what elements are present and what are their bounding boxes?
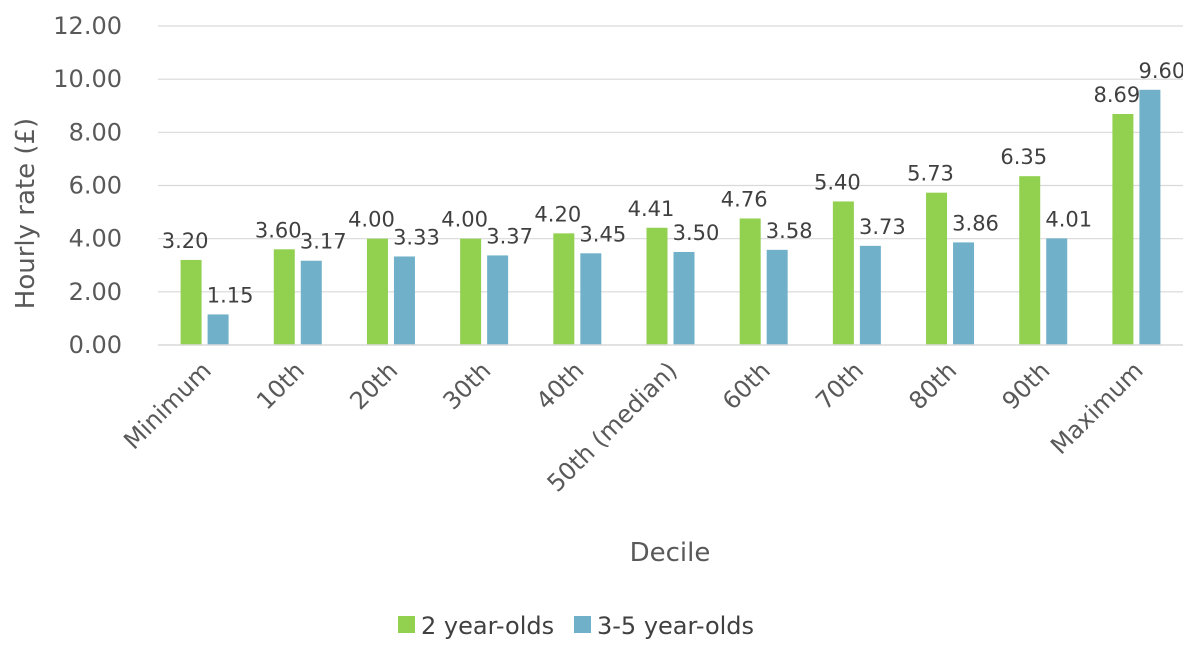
data-label: 6.35 [1000, 145, 1047, 169]
category-label: Minimum [118, 356, 216, 454]
legend: 2 year-olds 3-5 year-olds [398, 612, 754, 640]
y-tick-label: 4.00 [69, 225, 122, 253]
bar [273, 249, 295, 345]
category-label: 70th [810, 356, 869, 415]
bar [180, 259, 202, 345]
bar [460, 238, 482, 345]
data-label: 4.76 [721, 187, 768, 211]
bar [766, 249, 788, 345]
category-label: 10th [251, 356, 310, 415]
data-labels: 3.201.153.603.174.003.334.003.374.203.45… [162, 59, 1183, 308]
bar [487, 255, 509, 345]
category-label: 80th [903, 356, 962, 415]
data-label: 3.37 [486, 224, 533, 248]
category-label: 60th [717, 356, 776, 415]
bar [953, 242, 975, 345]
data-label: 4.41 [628, 197, 675, 221]
data-label: 3.45 [579, 222, 626, 246]
y-axis-title: Hourly rate (£) [11, 118, 41, 309]
y-axis-ticks: 0.00 2.00 4.00 6.00 8.00 10.00 12.00 [53, 12, 122, 359]
category-label: 20th [344, 356, 403, 415]
category-label: 40th [531, 356, 590, 415]
bar [300, 260, 322, 345]
data-label: 9.60 [1139, 59, 1183, 83]
bar [393, 256, 415, 345]
bar [739, 218, 761, 345]
data-label: 4.01 [1045, 207, 1092, 231]
legend-swatch [398, 616, 415, 633]
y-tick-label: 8.00 [69, 118, 122, 146]
y-tick-label: 0.00 [69, 331, 122, 359]
bar [553, 233, 575, 345]
data-label: 5.40 [814, 170, 861, 194]
data-label: 5.73 [907, 162, 954, 186]
data-label: 1.15 [207, 283, 254, 307]
bar [646, 227, 668, 345]
bar [1139, 89, 1161, 345]
data-label: 3.86 [952, 211, 999, 235]
bar [673, 251, 695, 345]
data-label: 4.00 [441, 208, 488, 232]
data-label: 4.00 [348, 208, 395, 232]
bar [1112, 113, 1134, 345]
legend-swatch [574, 616, 591, 633]
category-label: 90th [997, 356, 1056, 415]
data-label: 8.69 [1094, 83, 1141, 107]
bar [859, 245, 881, 345]
data-label: 4.20 [534, 202, 581, 226]
bar [1046, 238, 1068, 345]
data-label: 3.17 [300, 230, 347, 254]
data-label: 3.58 [766, 219, 813, 243]
y-tick-label: 12.00 [53, 12, 122, 40]
data-label: 3.20 [162, 229, 209, 253]
data-label: 3.50 [673, 221, 720, 245]
x-axis-title: Decile [630, 538, 711, 568]
legend-label: 3-5 year-olds [597, 612, 754, 640]
bar [926, 192, 948, 345]
data-label: 3.73 [859, 215, 906, 239]
y-tick-label: 10.00 [53, 65, 122, 93]
category-label: Maximum [1045, 356, 1148, 459]
bar [366, 238, 388, 345]
gridlines [158, 25, 1183, 293]
bars [180, 89, 1161, 345]
category-label: 30th [438, 356, 497, 415]
bar [832, 201, 854, 345]
legend-label: 2 year-olds [421, 612, 554, 640]
bar [1019, 176, 1041, 345]
y-tick-label: 6.00 [69, 172, 122, 200]
data-label: 3.60 [255, 218, 302, 242]
bar [207, 314, 229, 345]
y-tick-label: 2.00 [69, 278, 122, 306]
data-label: 3.33 [393, 225, 440, 249]
bar [580, 253, 602, 345]
